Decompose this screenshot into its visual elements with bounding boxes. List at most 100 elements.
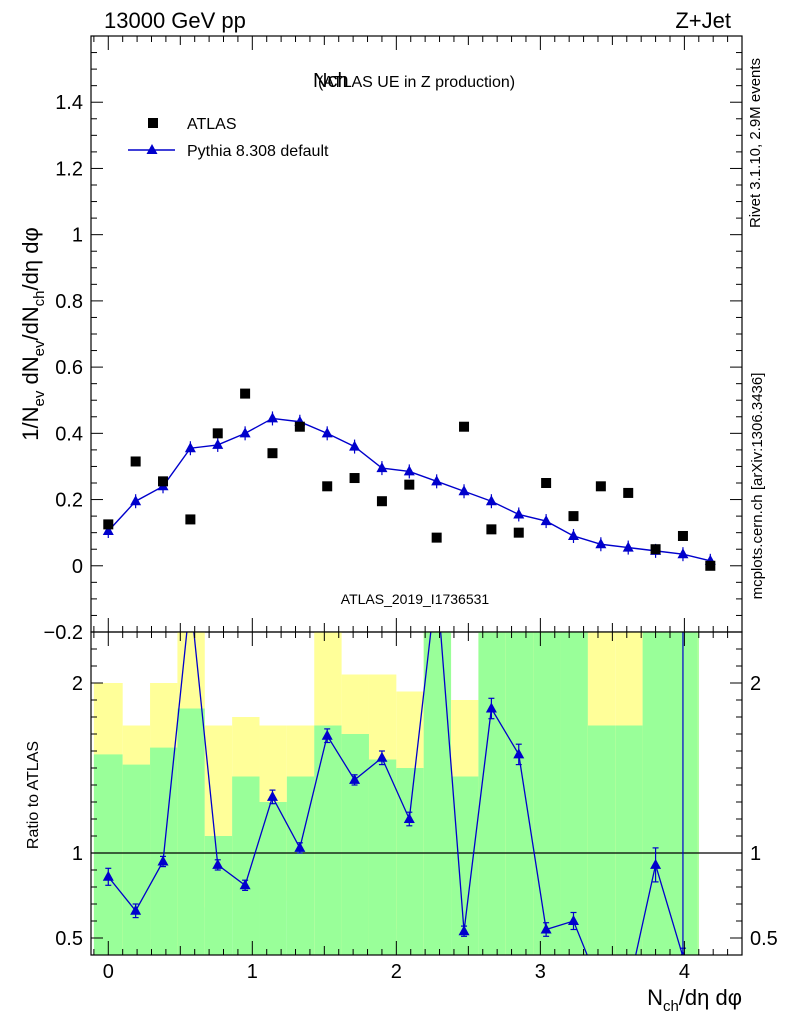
uncertainty-band-inner bbox=[587, 725, 616, 955]
uncertainty-band-inner bbox=[232, 776, 260, 955]
pythia-point bbox=[485, 495, 497, 506]
uncertainty-band-inner bbox=[505, 632, 534, 955]
x-tick-label: 1 bbox=[247, 961, 258, 983]
mcplots-source-label: mcplots.cern.ch [arXiv:1306.3436] bbox=[749, 373, 766, 600]
ratio-point bbox=[349, 773, 361, 784]
uncertainty-band-inner bbox=[259, 802, 287, 955]
ratio-point bbox=[239, 879, 251, 890]
ratio-point bbox=[266, 790, 278, 801]
header-collision-label: 13000 GeV pp bbox=[104, 8, 246, 33]
pythia-point bbox=[513, 508, 525, 519]
atlas-point bbox=[376, 496, 387, 507]
chart-title: Nch bbox=[313, 70, 349, 92]
atlas-point bbox=[404, 479, 415, 490]
pythia-point bbox=[431, 475, 443, 486]
atlas-point bbox=[212, 428, 223, 439]
atlas-point bbox=[322, 481, 333, 492]
atlas-point bbox=[240, 388, 251, 399]
main-y-tick-label: 0.8 bbox=[55, 291, 83, 313]
chart-subtitle: (ATLAS UE in Z production) bbox=[318, 74, 515, 91]
pythia-point bbox=[321, 427, 333, 438]
main-y-tick-label: −0.2 bbox=[44, 622, 83, 644]
header-process-label: Z+Jet bbox=[675, 8, 731, 33]
atlas-point bbox=[103, 519, 114, 530]
x-axis-label: Nch/dη dφ bbox=[647, 985, 742, 1015]
main-y-tick-label: 0.2 bbox=[55, 490, 83, 512]
atlas-point bbox=[513, 527, 524, 538]
ratio-line bbox=[107, 632, 684, 955]
pythia-point bbox=[622, 541, 634, 552]
ratio-plot-panel: 0.5 0.5 1 1 2 2 0 1 2 3 4 Ratio to ATLAS Nch/dη d… bbox=[25, 592, 778, 1015]
pythia-point bbox=[212, 438, 224, 449]
uncertainty-band-inner bbox=[396, 768, 424, 955]
atlas-point bbox=[349, 473, 360, 484]
pythia-point bbox=[677, 548, 689, 559]
atlas-point bbox=[568, 511, 579, 522]
pythia-point bbox=[567, 529, 579, 540]
ratio-x-axis: 0 1 2 3 4 bbox=[93, 632, 729, 983]
atlas-point bbox=[486, 524, 497, 535]
rivet-version-label: Rivet 3.1.10, 2.9M events bbox=[747, 58, 764, 228]
ratio-point bbox=[458, 925, 470, 936]
legend: ATLAS Pythia 8.308 default bbox=[128, 116, 329, 160]
ratio-point bbox=[185, 592, 196, 602]
ratio-y-tick-label: 0.5 bbox=[55, 928, 83, 950]
ratio-point bbox=[595, 983, 606, 993]
ratio-point bbox=[102, 870, 114, 881]
atlas-point bbox=[185, 514, 196, 525]
uncertainty-band-inner bbox=[341, 734, 369, 955]
uncertainty-band-inner bbox=[423, 632, 452, 955]
atlas-point bbox=[158, 476, 169, 487]
uncertainty-band-inner bbox=[615, 725, 643, 955]
uncertainty-band-inner bbox=[204, 836, 233, 955]
pythia-point bbox=[376, 462, 388, 473]
pythia-point bbox=[102, 525, 114, 536]
main-y-tick-label: 0 bbox=[72, 556, 83, 578]
ratio-point bbox=[294, 841, 306, 852]
atlas-point bbox=[294, 421, 305, 432]
ratio-point bbox=[403, 813, 415, 823]
main-y-tick-label: 0.4 bbox=[55, 423, 83, 445]
pythia-point bbox=[184, 442, 196, 453]
ratio-y-tick-label: 1 bbox=[72, 843, 83, 865]
pythia-point bbox=[130, 495, 142, 506]
ratio-y-tick-label-right: 0.5 bbox=[750, 928, 778, 950]
main-y-tick-label: 1 bbox=[72, 225, 83, 247]
legend-mc-marker bbox=[146, 144, 158, 154]
x-tick-label: 3 bbox=[535, 961, 546, 983]
x-tick-label: 0 bbox=[103, 961, 114, 983]
atlas-point bbox=[459, 421, 470, 432]
ratio-point bbox=[623, 983, 634, 993]
pythia-point bbox=[349, 440, 361, 451]
pythia-point bbox=[458, 485, 470, 496]
main-y-axis-label: 1/Nev dNev/dNch/dη dφ bbox=[18, 227, 48, 440]
uncertainty-band-inner bbox=[93, 754, 123, 955]
uncertainty-band-inner bbox=[560, 632, 588, 955]
atlas-point bbox=[677, 530, 688, 541]
ratio-y-tick-label-right: 1 bbox=[750, 843, 761, 865]
ratio-y-tick-label-right: 2 bbox=[750, 673, 761, 695]
uncertainty-band-inner bbox=[177, 708, 205, 955]
main-plot-content bbox=[102, 388, 716, 571]
pythia-point bbox=[403, 465, 415, 476]
ratio-y-tick-label: 2 bbox=[72, 673, 83, 695]
uncertainty-band-inner bbox=[122, 764, 151, 955]
pythia-point bbox=[595, 538, 607, 549]
main-y-tick-label: 1.2 bbox=[55, 158, 83, 180]
pythia-point bbox=[540, 515, 552, 526]
legend-data-marker bbox=[148, 118, 158, 128]
x-tick-label: 4 bbox=[679, 961, 690, 983]
ratio-point bbox=[567, 915, 579, 925]
pythia-point bbox=[239, 427, 251, 438]
ratio-point bbox=[376, 751, 388, 762]
ratio-point bbox=[540, 923, 552, 934]
uncertainty-band-inner bbox=[478, 632, 506, 955]
uncertainty-band-inner bbox=[314, 725, 342, 955]
atlas-point bbox=[431, 532, 442, 543]
atlas-point bbox=[541, 478, 552, 488]
atlas-point bbox=[705, 560, 716, 571]
uncertainty-band-inner bbox=[368, 759, 397, 955]
ratio-point bbox=[485, 702, 497, 713]
ratio-point bbox=[650, 858, 662, 869]
